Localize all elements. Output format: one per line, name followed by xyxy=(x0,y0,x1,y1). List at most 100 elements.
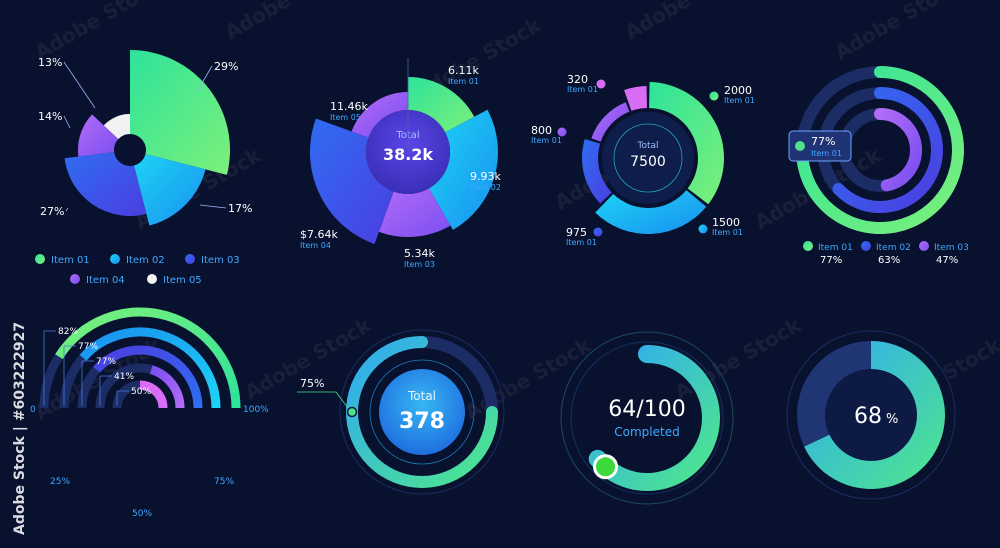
radial-bar[interactable] xyxy=(149,365,185,409)
watermark-text: Adobe Stock xyxy=(621,0,756,44)
slice-item-label: Item 03 xyxy=(404,260,435,269)
ring-progress[interactable] xyxy=(832,87,943,213)
slice-percent-label: 27% xyxy=(40,205,64,218)
pie-slice[interactable] xyxy=(78,114,119,157)
chart-polar-pie: 29% 17% 27% 14% 13% Item 01 Item 02 Item 03 Item… xyxy=(35,50,252,286)
center-value: 7500 xyxy=(630,154,666,170)
donut-segment[interactable] xyxy=(624,86,647,111)
radial-bar[interactable] xyxy=(79,327,221,409)
scale-label: 50% xyxy=(132,509,152,519)
tooltip-value: 77% xyxy=(811,135,835,148)
slice-percent-label: 29% xyxy=(214,60,238,73)
center-number: 68 xyxy=(854,404,882,429)
donut-segment[interactable] xyxy=(649,82,724,205)
legend-label[interactable]: Item 03 xyxy=(201,255,240,266)
tooltip-item: Item 01 xyxy=(811,149,842,158)
segment-item-label: Item 01 xyxy=(712,228,743,237)
segment-item-label: Item 01 xyxy=(531,136,562,145)
slice-item-label: Item 04 xyxy=(300,241,331,250)
center-title: Total xyxy=(395,130,419,141)
ring-progress[interactable] xyxy=(796,66,964,234)
segment-value-label: 975 xyxy=(566,226,587,239)
segment-value-label: 2000 xyxy=(724,84,752,97)
polar-slice[interactable] xyxy=(351,92,408,138)
progress-handle[interactable] xyxy=(346,406,358,418)
slice-item-label: Item 05 xyxy=(330,113,361,122)
bar-percent-label: 41% xyxy=(114,372,134,382)
legend-swatch xyxy=(110,254,120,264)
slice-value-label: $7.64k xyxy=(300,228,338,241)
legend-label[interactable]: Item 03 xyxy=(934,243,969,253)
leader-line xyxy=(63,61,96,109)
legend-label[interactable]: Item 02 xyxy=(876,243,911,253)
center-unit: % xyxy=(886,412,898,427)
chart-progress-completed: 64/100 Completed xyxy=(560,331,734,505)
radial-bar[interactable] xyxy=(93,345,203,409)
bar-percent-label: 77% xyxy=(78,342,98,352)
ring-progress[interactable] xyxy=(588,345,720,491)
donut-segment[interactable] xyxy=(582,138,612,204)
pie-slice[interactable] xyxy=(133,153,206,226)
ring-progress[interactable] xyxy=(346,336,498,488)
center-disc xyxy=(602,112,694,204)
slice-value-label: 6.11k xyxy=(448,64,479,77)
center-value: 64/100 xyxy=(608,397,685,422)
inner-guide xyxy=(369,359,475,465)
polar-slice[interactable] xyxy=(429,109,498,230)
legend-label[interactable]: Item 05 xyxy=(163,275,202,286)
slice-value-label: 11.46k xyxy=(330,100,368,113)
pie-slice[interactable] xyxy=(103,114,130,140)
legend-label[interactable]: Item 01 xyxy=(51,255,90,266)
donut-segment[interactable] xyxy=(591,102,630,142)
chart-semicircle-bars: 82%77%77%41%50%025%50%75%100% xyxy=(30,307,269,519)
slice-item-label: Item 02 xyxy=(470,183,501,192)
leader-line xyxy=(199,204,227,209)
segment-item-label: Item 01 xyxy=(724,96,755,105)
segment-item-label: Item 01 xyxy=(567,85,598,94)
legend-label[interactable]: Item 04 xyxy=(86,275,125,286)
slice-percent-label: 13% xyxy=(38,56,62,69)
scale-label: 25% xyxy=(50,477,70,487)
leader-line xyxy=(63,115,71,129)
scale-label: 0 xyxy=(30,405,36,415)
progress-handle[interactable] xyxy=(593,454,619,480)
slice-value-label: 5.34k xyxy=(404,247,435,260)
legend-swatch xyxy=(919,241,929,251)
value-dot xyxy=(593,227,603,237)
polar-slice[interactable] xyxy=(378,188,451,237)
chart-progress-percent: 68% xyxy=(786,330,956,500)
legend-swatch xyxy=(147,274,157,284)
watermark-text: Adobe Stock xyxy=(221,0,356,44)
bar-percent-label: 77% xyxy=(96,357,116,367)
radial-bar[interactable] xyxy=(55,307,241,409)
legend-value: 77% xyxy=(820,255,842,266)
polar-slice[interactable] xyxy=(310,118,394,245)
leader-line xyxy=(65,207,69,212)
slice-item-label: Item 01 xyxy=(448,77,479,86)
legend-swatch xyxy=(803,241,813,251)
ring-progress[interactable] xyxy=(874,108,922,192)
stock-credit: Adobe Stock | #603222927 xyxy=(12,322,28,535)
segment-value-label: 1500 xyxy=(712,216,740,229)
radial-bar[interactable] xyxy=(139,380,168,409)
value-dot xyxy=(698,224,708,234)
pie-slice[interactable] xyxy=(130,50,231,175)
donut-segment[interactable] xyxy=(595,190,707,234)
center-ring xyxy=(613,123,683,193)
legend-swatch xyxy=(861,241,871,251)
pie-slice[interactable] xyxy=(64,152,147,216)
leader-line xyxy=(197,65,213,91)
polar-slice[interactable] xyxy=(408,77,475,133)
segment-value-label: 320 xyxy=(567,73,588,86)
progress-value-label: 75% xyxy=(300,377,324,390)
segment-value-label: 800 xyxy=(531,124,552,137)
legend-label[interactable]: Item 01 xyxy=(818,243,853,253)
slice-percent-label: 14% xyxy=(38,110,62,123)
legend-label[interactable]: Item 02 xyxy=(126,255,165,266)
slice-value-label: 9.93k xyxy=(470,170,501,183)
scale-label: 75% xyxy=(214,477,234,487)
outer-guide xyxy=(560,331,734,505)
